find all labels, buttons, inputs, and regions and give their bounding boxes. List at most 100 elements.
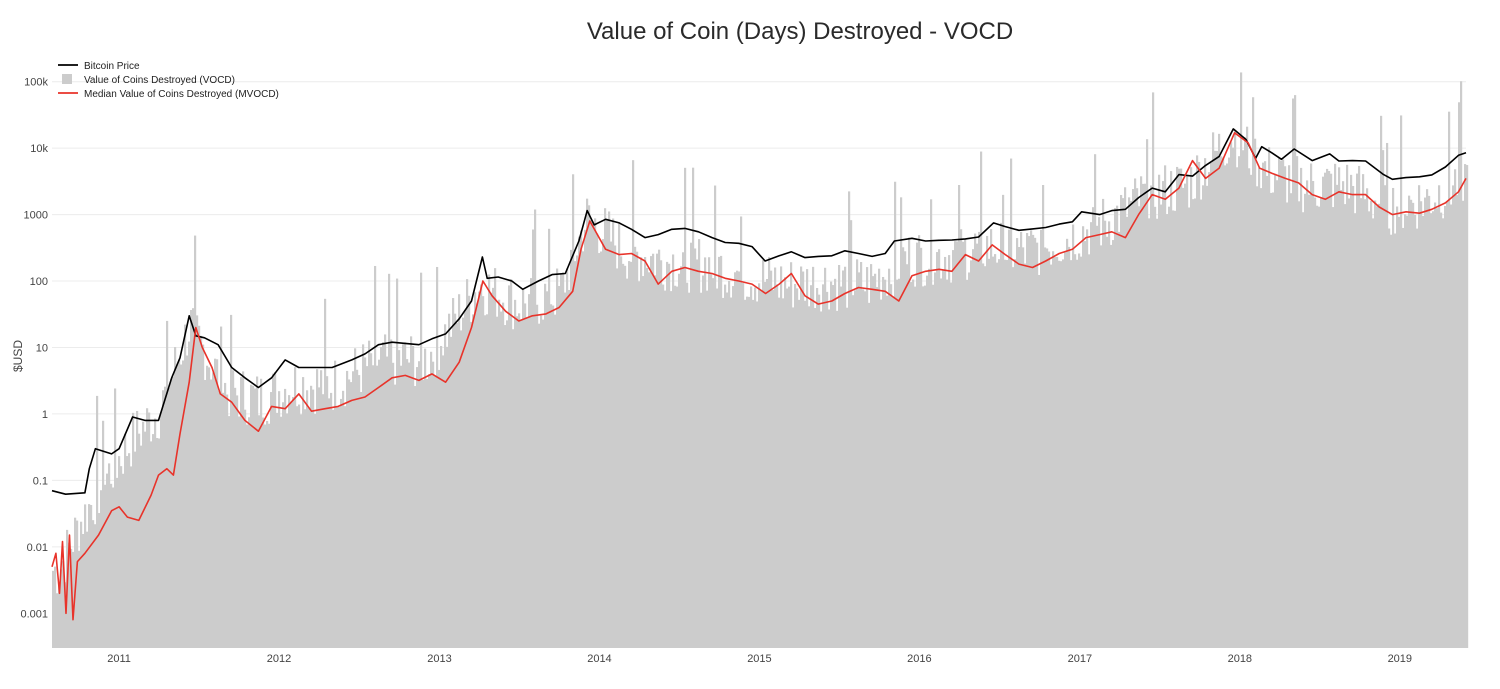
vocd-bar: [914, 286, 917, 648]
vocd-bar: [554, 314, 557, 648]
vocd-bar: [492, 287, 495, 648]
vocd-bar: [818, 294, 821, 648]
vocd-bar: [1152, 92, 1155, 648]
vocd-bar: [1336, 184, 1339, 648]
vocd-bar: [1344, 204, 1347, 648]
vocd-bar: [332, 409, 335, 648]
vocd-bar: [1140, 176, 1143, 648]
vocd-bar: [202, 344, 205, 648]
vocd-bar: [248, 417, 251, 648]
vocd-bar: [548, 228, 551, 648]
vocd-bar: [92, 520, 95, 648]
vocd-bar: [712, 278, 715, 648]
vocd-bar: [376, 365, 379, 648]
vocd-bar: [292, 396, 295, 648]
vocd-bar: [404, 342, 407, 648]
vocd-bar: [674, 285, 677, 648]
vocd-bar: [1376, 206, 1379, 648]
vocd-bar: [542, 319, 545, 648]
vocd-bar: [868, 302, 871, 648]
y-tick-label: 100: [30, 276, 48, 288]
vocd-bar: [270, 392, 273, 648]
vocd-bar: [1164, 165, 1167, 648]
vocd-bar: [640, 257, 643, 648]
vocd-bar: [738, 271, 741, 648]
vocd-bar: [246, 424, 249, 648]
vocd-bar: [1386, 142, 1389, 648]
vocd-bar: [882, 276, 885, 648]
vocd-bar: [1276, 180, 1279, 648]
vocd-bar: [172, 376, 175, 648]
vocd-bar: [696, 259, 699, 648]
vocd-bar: [562, 272, 565, 648]
vocd-bar: [152, 434, 155, 648]
y-tick-label: 10: [36, 342, 48, 354]
vocd-bar: [272, 373, 275, 648]
vocd-bar: [174, 347, 177, 648]
vocd-bar: [888, 268, 891, 648]
vocd-bar: [1176, 166, 1179, 648]
vocd-bar: [218, 391, 221, 648]
vocd-bar: [992, 256, 995, 648]
vocd-bar: [1318, 206, 1321, 648]
vocd-bar: [1398, 216, 1401, 648]
vocd-bar: [462, 317, 465, 648]
vocd-bar: [574, 261, 577, 648]
vocd-bar: [428, 374, 431, 648]
vocd-bar: [558, 285, 561, 648]
vocd-bar: [358, 375, 361, 648]
vocd-bar: [678, 273, 681, 648]
vocd-bar: [586, 198, 589, 648]
vocd-bar: [448, 313, 451, 648]
vocd-bar: [256, 376, 259, 648]
vocd-bar: [840, 286, 843, 648]
vocd-bar: [90, 505, 93, 648]
vocd-bar: [88, 504, 91, 648]
vocd-bar: [642, 276, 645, 648]
vocd-bar: [704, 257, 707, 648]
vocd-bar: [1310, 163, 1313, 648]
vocd-bar: [664, 290, 667, 648]
vocd-bar: [380, 347, 383, 648]
vocd-bar: [1348, 198, 1351, 648]
vocd-bar: [366, 366, 369, 648]
vocd-bar: [834, 278, 837, 648]
vocd-bar: [472, 314, 475, 648]
vocd-bar: [1298, 201, 1301, 648]
vocd-bar: [464, 310, 467, 648]
vocd-bar: [826, 291, 829, 648]
vocd-bar: [742, 283, 745, 648]
vocd-bar: [816, 288, 819, 648]
vocd-bar: [162, 390, 165, 648]
vocd-bar: [324, 298, 327, 648]
vocd-bar: [1312, 181, 1315, 649]
vocd-bar: [1028, 236, 1031, 648]
vocd-bar: [750, 286, 753, 648]
vocd-bar: [780, 266, 783, 648]
vocd-bar: [1374, 200, 1377, 648]
vocd-bar: [1040, 229, 1043, 648]
vocd-bar: [622, 263, 625, 648]
vocd-bar: [190, 310, 193, 648]
vocd-bar: [694, 248, 697, 648]
vocd-bar: [104, 484, 107, 648]
vocd-bar: [1186, 174, 1189, 648]
vocd-bar: [538, 323, 541, 648]
vocd-bar: [776, 284, 779, 648]
vocd-bar: [506, 320, 509, 648]
vocd-bar: [312, 389, 315, 648]
x-tick-label: 2016: [907, 653, 931, 665]
vocd-bar: [1416, 228, 1419, 648]
vocd-bar: [362, 344, 365, 648]
vocd-bar: [886, 295, 889, 648]
vocd-bar: [804, 300, 807, 648]
vocd-bar: [418, 361, 421, 648]
vocd-bar: [68, 542, 71, 648]
vocd-bar: [1102, 198, 1105, 648]
vocd-bar: [1188, 207, 1191, 649]
vocd-bar: [846, 307, 849, 648]
vocd-bar: [770, 270, 773, 648]
vocd-bar: [94, 524, 97, 648]
vocd-bar: [1300, 167, 1303, 648]
